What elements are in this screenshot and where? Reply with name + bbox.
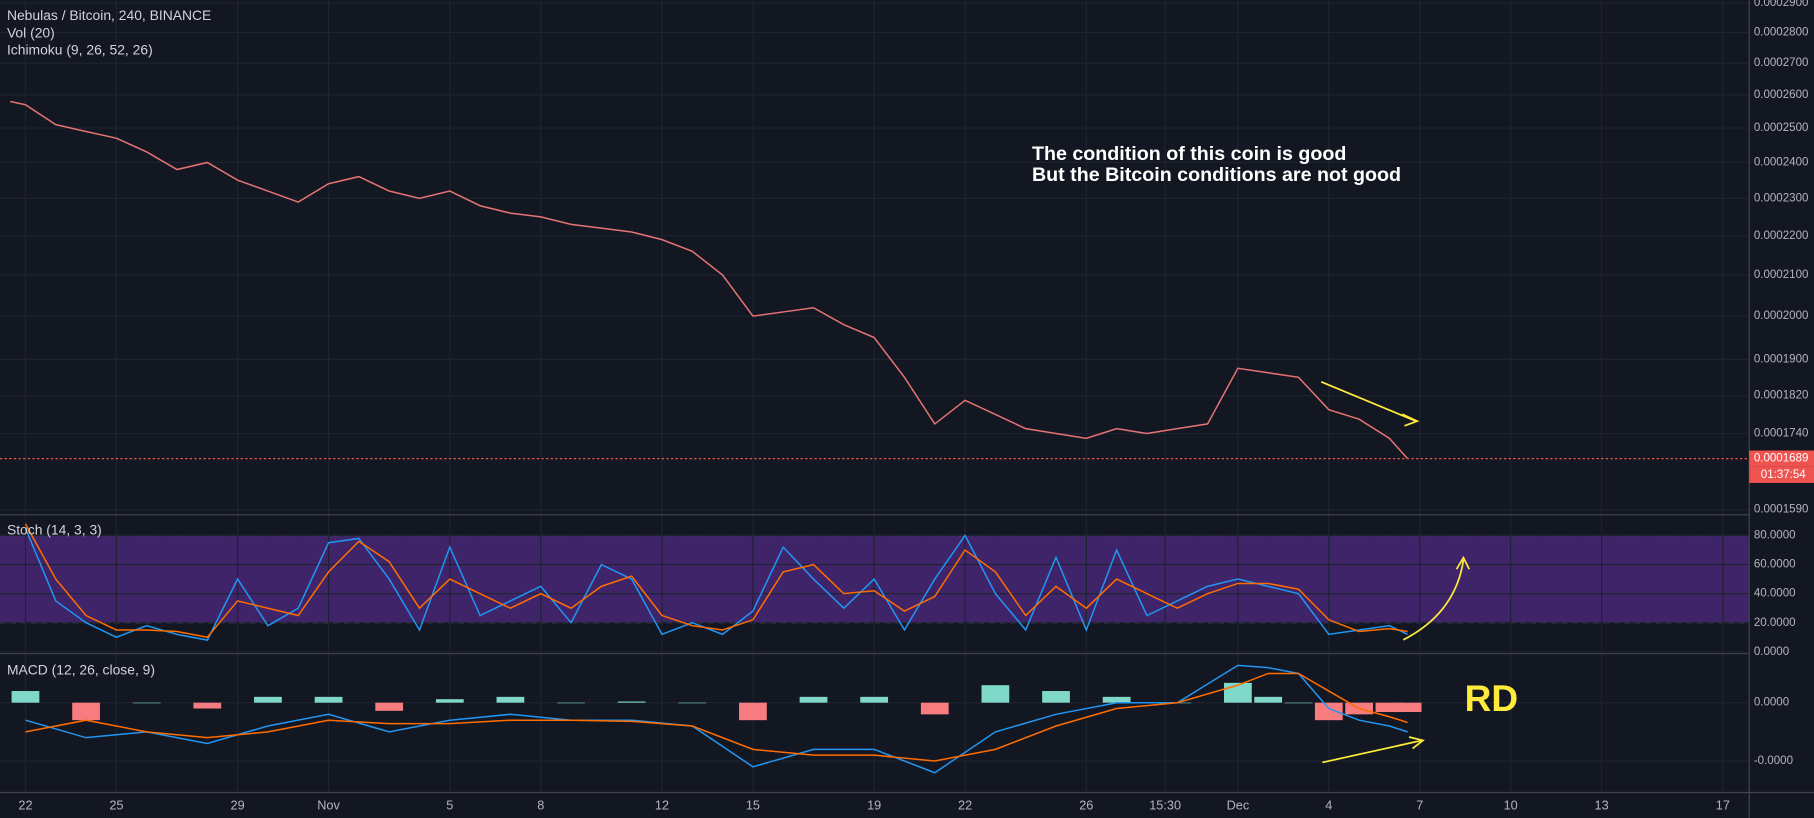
x-tick-label: 7 xyxy=(1416,798,1423,813)
x-tick-label: 13 xyxy=(1595,798,1609,813)
x-tick-label: 17 xyxy=(1716,798,1730,813)
annotation: But the Bitcoin conditions are not good xyxy=(1032,164,1401,186)
y-tick-label: 60.0000 xyxy=(1754,559,1796,571)
x-tick-label: 4 xyxy=(1325,798,1332,813)
marks-layer xyxy=(0,100,1750,774)
histogram-bar xyxy=(981,685,1010,703)
indicator-label: Ichimoku (9, 26, 52, 26) xyxy=(7,42,153,58)
arrow-head xyxy=(1455,555,1471,570)
series-line xyxy=(24,523,1408,639)
histogram-bar xyxy=(1314,702,1343,721)
chart-title: Nebulas / Bitcoin, 240, BINANCE xyxy=(7,7,211,23)
y-tick-label: 0.0002800 xyxy=(1754,27,1809,39)
x-tick-label: 25 xyxy=(109,798,123,813)
series-line xyxy=(24,527,1408,641)
pane-title: Stoch (14, 3, 3) xyxy=(7,522,102,538)
x-tick-label: 22 xyxy=(958,798,972,813)
y-tick-label: 40.0000 xyxy=(1754,588,1796,600)
x-tick-label: 5 xyxy=(446,798,453,813)
y-tick-label: 20.0000 xyxy=(1754,617,1796,629)
last-price-box xyxy=(1749,450,1814,467)
y-tick-label: 0.0002400 xyxy=(1754,157,1809,169)
x-tick-label: 26 xyxy=(1079,798,1093,813)
histogram-bar xyxy=(920,702,949,715)
histogram-bar xyxy=(739,702,767,721)
histogram-bar xyxy=(678,702,707,704)
annotation: RD xyxy=(1465,677,1518,719)
y-tick-label: 0.0002900 xyxy=(1754,0,1809,9)
y-tick-label: 0.0001590 xyxy=(1754,504,1809,516)
countdown-label: 01:37:54 xyxy=(1761,469,1807,481)
y-tick-label: 0.0002100 xyxy=(1754,269,1809,281)
x-tick-label: 15:30 xyxy=(1149,798,1181,813)
histogram-bar xyxy=(557,702,585,704)
y-tick-label: 0.0002200 xyxy=(1754,230,1809,242)
series-line xyxy=(25,664,1408,774)
arrow xyxy=(1402,559,1465,641)
annotation: The condition of this coin is good xyxy=(1032,143,1346,165)
arrow-head xyxy=(1408,736,1425,750)
y-tick-label: 0.0002700 xyxy=(1754,57,1809,69)
pane-title: MACD (12, 26, close, 9) xyxy=(7,662,155,678)
x-tick-label: Nov xyxy=(317,798,340,813)
arrow xyxy=(1322,739,1423,764)
arrows xyxy=(1320,381,1471,764)
histogram-bar xyxy=(1254,696,1283,703)
histogram-bar xyxy=(11,691,40,703)
histogram-bar xyxy=(435,699,464,703)
x-tick-label: 29 xyxy=(231,798,245,813)
x-tick-label: 8 xyxy=(537,798,544,813)
histogram-bar xyxy=(799,696,828,703)
histogram-bar xyxy=(1042,691,1070,703)
x-tick-label: 19 xyxy=(867,798,881,813)
indicator-label: Vol (20) xyxy=(7,24,55,40)
histogram-bar xyxy=(132,702,161,704)
histogram-bar xyxy=(860,696,889,703)
histogram-bar xyxy=(375,702,404,711)
histogram-bar xyxy=(1284,702,1313,704)
y-tick-label: 0.0000 xyxy=(1754,646,1789,658)
y-tick-label: 0.0001900 xyxy=(1754,353,1809,365)
arrow-head xyxy=(1401,413,1420,427)
histogram-bar xyxy=(254,696,282,703)
histogram-bar xyxy=(496,696,525,703)
y-tick-label: 0.0002000 xyxy=(1754,310,1809,322)
histogram-bar xyxy=(617,701,646,703)
y-tick-label: 0.0002600 xyxy=(1754,89,1809,101)
series-line xyxy=(25,672,1408,762)
y-tick-label: 0.0001820 xyxy=(1754,390,1809,402)
y-tick-label: 0.0002300 xyxy=(1754,192,1809,204)
x-tick-label: Dec xyxy=(1227,798,1250,813)
x-tick-label: 10 xyxy=(1504,798,1518,813)
countdown-box xyxy=(1749,466,1814,483)
x-tick-label: 12 xyxy=(655,798,669,813)
histogram-bar xyxy=(1375,702,1404,713)
x-tick-label: 15 xyxy=(746,798,760,813)
series-line xyxy=(10,100,1409,460)
histogram-bar xyxy=(314,696,343,703)
histogram-bar xyxy=(193,702,222,709)
histogram-bar xyxy=(1393,702,1422,713)
y-tick-label: -0.0000 xyxy=(1754,755,1793,767)
arrow xyxy=(1320,381,1417,422)
y-tick-label: 0.0002500 xyxy=(1754,122,1809,134)
y-tick-label: 0.0000 xyxy=(1754,697,1789,709)
histogram-bar xyxy=(72,702,100,721)
y-tick-label: 80.0000 xyxy=(1754,530,1796,542)
last-price-label: 0.0001689 xyxy=(1754,453,1809,465)
histogram-bar xyxy=(1102,696,1131,703)
x-tick-label: 22 xyxy=(18,798,32,813)
y-tick-label: 0.0001740 xyxy=(1754,428,1809,440)
